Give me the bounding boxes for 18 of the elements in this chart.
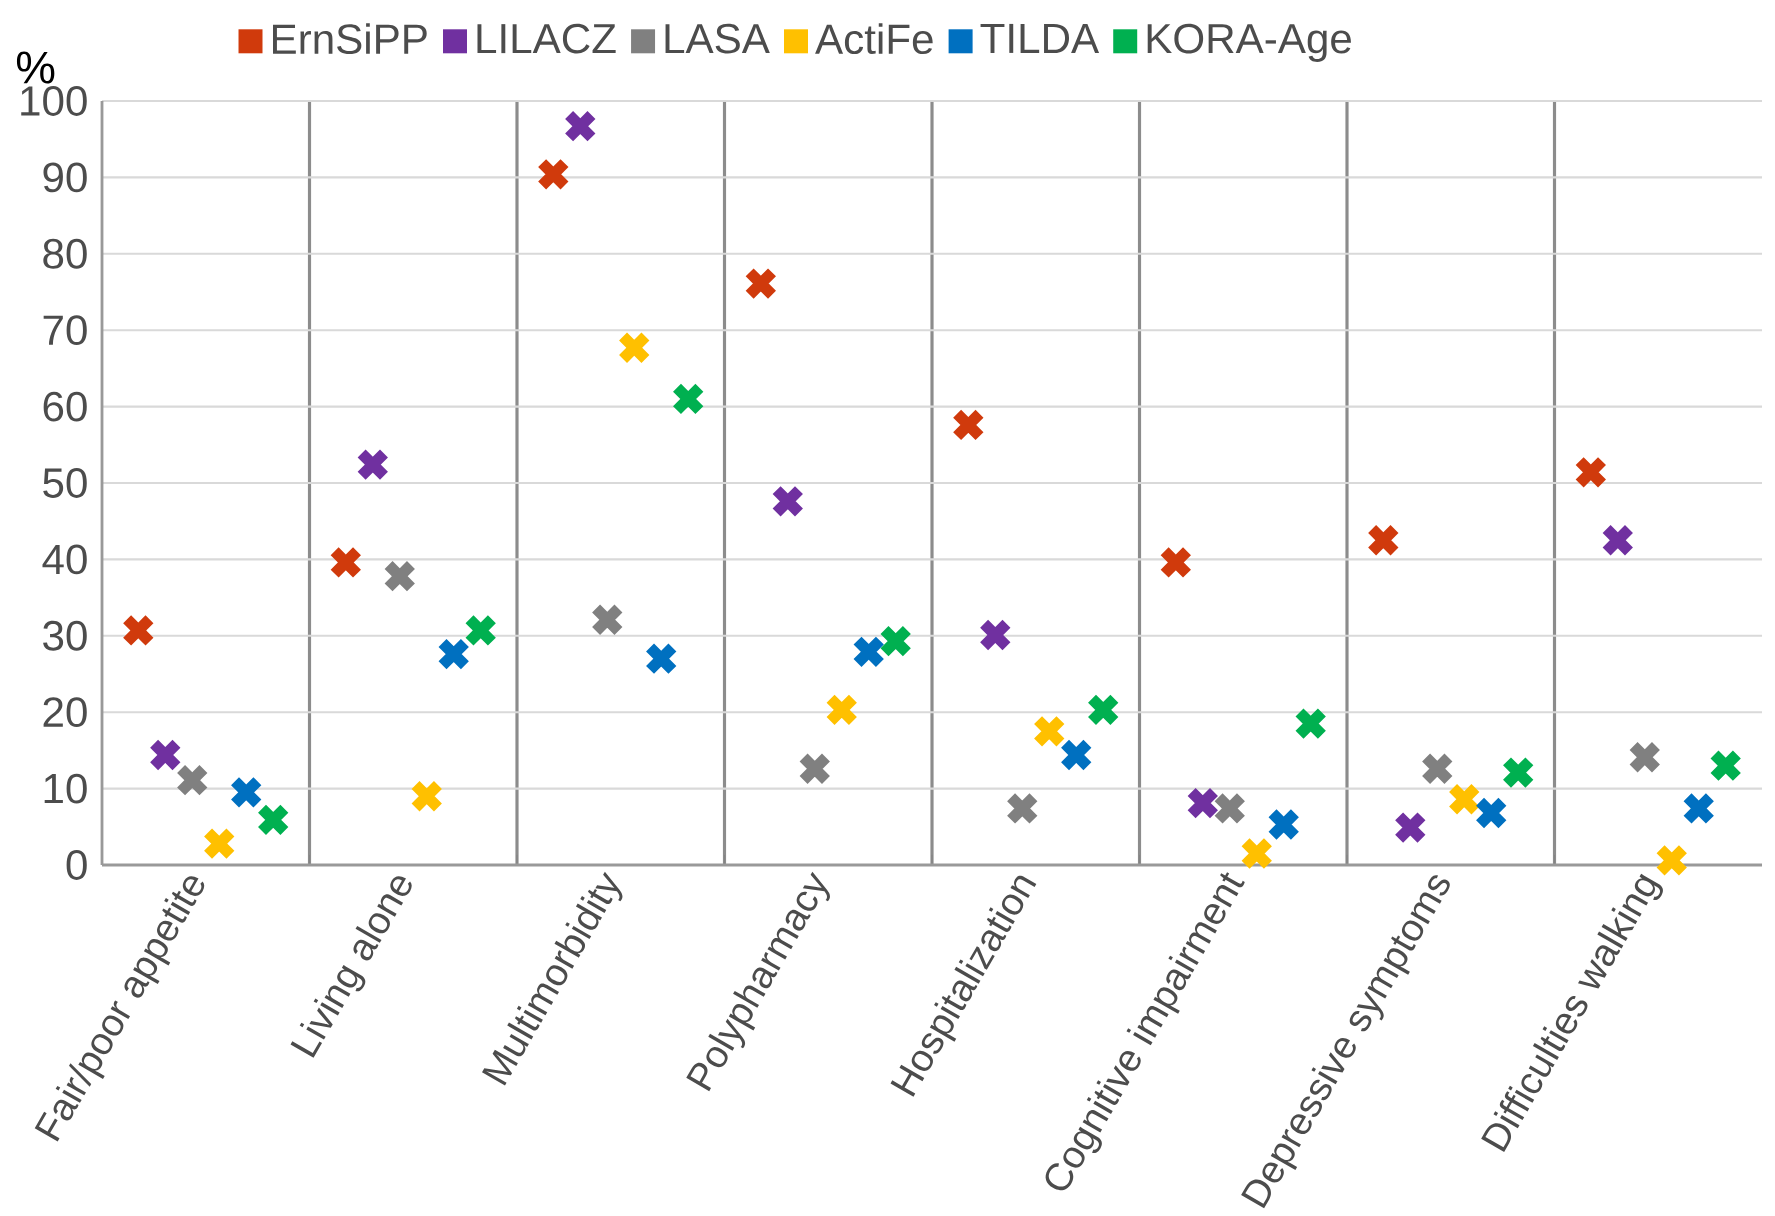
y-tick-label: 60 [43,391,87,422]
legend-label: LILACZ [477,23,616,54]
y-tick-label: 70 [43,315,87,346]
legend-label: ActiFe [815,23,933,55]
y-tick-label: 20 [43,697,87,728]
y-tick-label: 10 [44,773,87,804]
y-tick-label: 40 [42,544,87,575]
y-axis-title: % [16,51,55,84]
y-tick-label: 30 [43,620,87,651]
legend-label: LASA [665,23,770,54]
y-tick-label: 100 [21,86,87,116]
y-tick-label: 90 [43,162,87,193]
legend-label: TILDA [980,23,1100,53]
y-tick-label: 0 [66,850,87,880]
legend-label: KORA-Age [1147,23,1351,62]
legend-label: ErnSiPP [273,23,427,55]
y-tick-label: 50 [43,468,87,498]
y-tick-label: 80 [43,238,87,269]
